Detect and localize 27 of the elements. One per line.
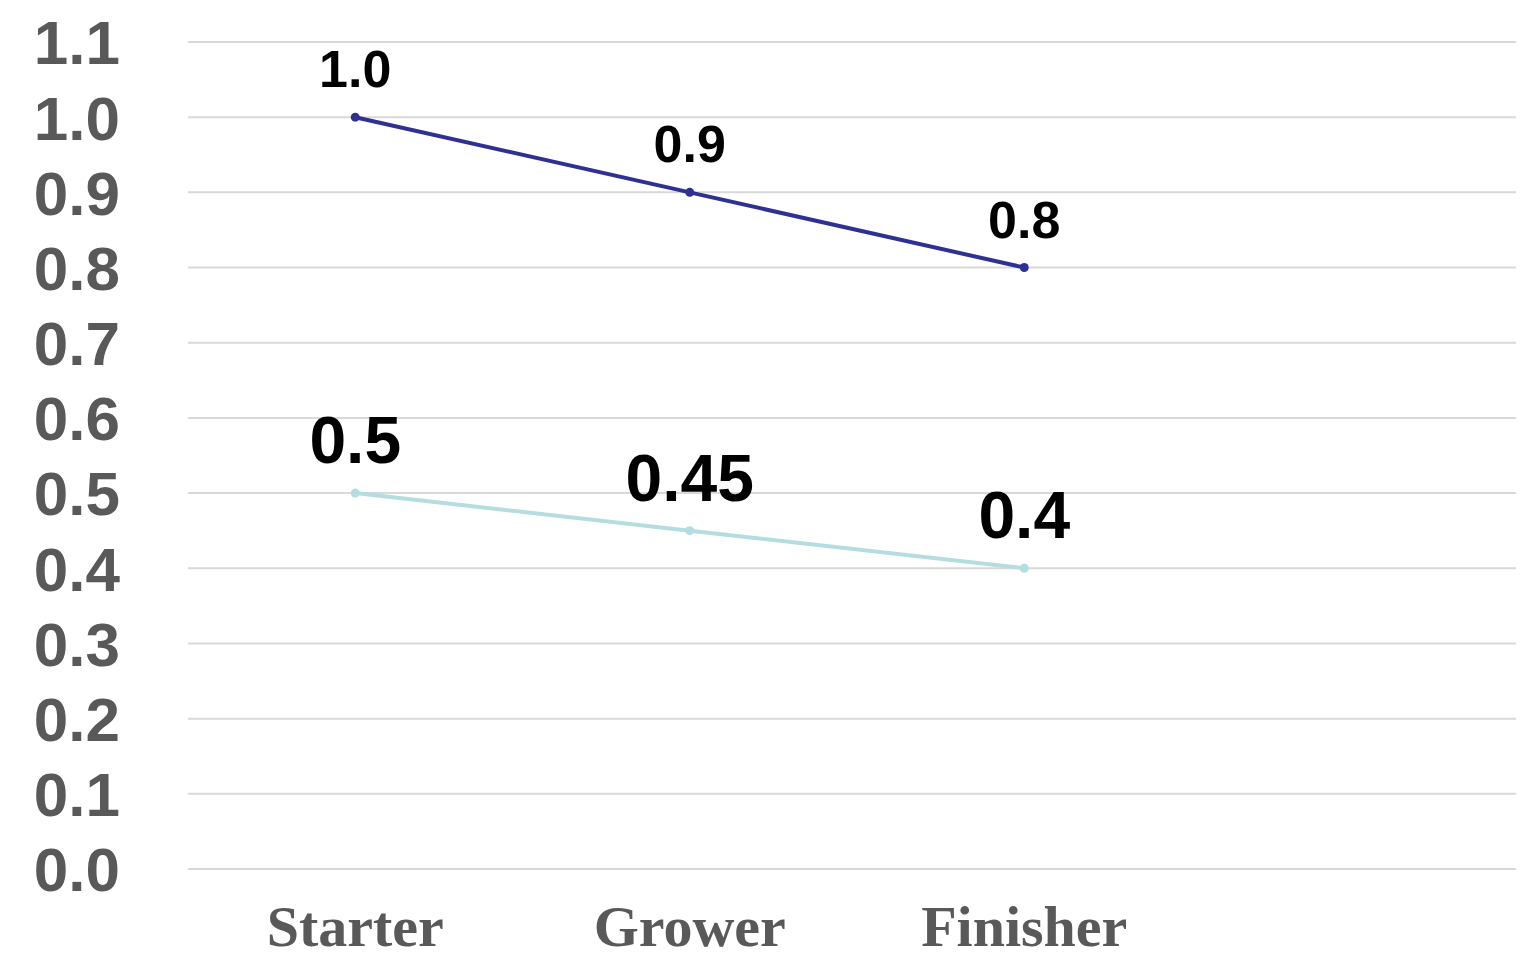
data-label: 0.8 — [988, 190, 1061, 249]
point — [350, 488, 360, 498]
point — [1019, 263, 1029, 273]
x-tick-label: Finisher — [921, 894, 1128, 959]
y-tick-label: 0.8 — [33, 233, 120, 303]
point — [1019, 563, 1029, 573]
y-tick-label: 0.0 — [33, 835, 120, 905]
y-tick-label: 0.6 — [33, 384, 120, 454]
y-tick-label: 0.5 — [33, 459, 120, 529]
data-label: 0.4 — [978, 478, 1071, 553]
y-tick-label: 1.0 — [33, 83, 120, 153]
y-tick-label: 0.9 — [33, 158, 120, 228]
point — [685, 526, 695, 536]
x-tick-label: Starter — [266, 894, 444, 959]
y-tick-label: 0.7 — [33, 309, 120, 379]
y-tick-label: 0.4 — [33, 534, 121, 604]
data-label: 1.0 — [319, 40, 392, 99]
data-label: 0.9 — [653, 115, 726, 174]
data-label: 0.5 — [309, 403, 402, 478]
y-tick-label: 0.2 — [33, 684, 120, 754]
data-label: 0.45 — [625, 440, 754, 515]
point — [350, 112, 360, 122]
y-tick-label: 0.1 — [33, 760, 120, 830]
y-tick-label: 1.1 — [33, 8, 120, 78]
y-tick-label: 0.3 — [33, 609, 120, 679]
x-tick-label: Grower — [593, 894, 786, 959]
point — [685, 187, 695, 197]
